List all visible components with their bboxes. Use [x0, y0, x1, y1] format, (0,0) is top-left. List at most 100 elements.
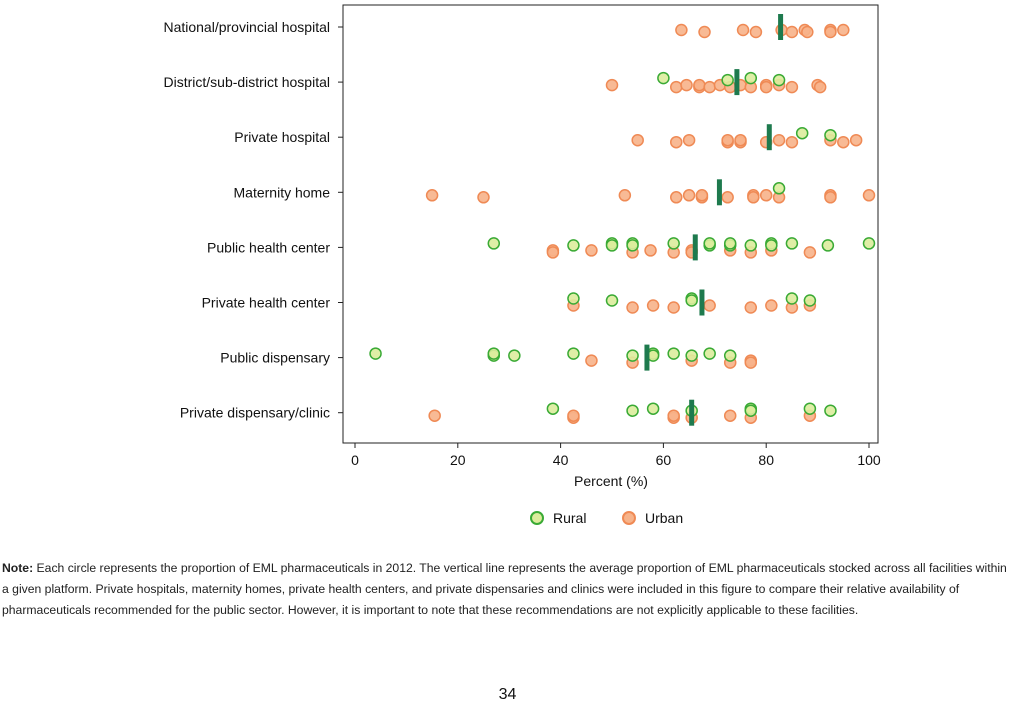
urban-point	[667, 301, 680, 314]
rural-point	[744, 404, 758, 417]
rural-point	[785, 237, 799, 250]
urban-point	[670, 135, 683, 149]
urban-point	[862, 189, 876, 202]
x-tick-label: 40	[553, 452, 569, 468]
rural-point	[626, 349, 639, 362]
rural-point	[657, 71, 670, 85]
x-tick-label: 100	[857, 452, 881, 468]
urban-point	[759, 189, 773, 202]
urban-point	[646, 299, 660, 312]
rural-point	[546, 402, 560, 415]
urban-point	[749, 25, 763, 39]
rural-point	[567, 292, 580, 305]
rural-point	[772, 182, 786, 195]
urban-point	[785, 25, 799, 39]
urban-point	[824, 25, 837, 39]
rural-point	[721, 73, 734, 87]
urban-point	[734, 133, 747, 147]
rural-point	[703, 347, 716, 360]
page-number: 34	[498, 686, 517, 703]
urban-point	[680, 78, 693, 92]
axes: National/provincial hospital District/sub…	[163, 19, 880, 468]
urban-point	[813, 80, 827, 94]
urban-point	[670, 191, 683, 204]
legend-urban-marker	[622, 511, 636, 525]
y-tick-label: Public health center	[207, 239, 330, 255]
rural-point	[685, 349, 698, 362]
rural-point	[567, 347, 580, 360]
legend-rural-label: Rural	[553, 510, 586, 526]
urban-point	[849, 133, 863, 147]
urban-point	[682, 133, 696, 147]
points-layer	[369, 23, 876, 424]
y-tick-label: National/provincial hospital	[163, 19, 330, 35]
y-tick-label: Public dispensary	[220, 350, 330, 366]
rural-point	[744, 71, 758, 85]
legend: Rural Urban	[530, 510, 683, 526]
mean-lines	[644, 14, 784, 426]
urban-point	[723, 409, 737, 422]
rural-point	[667, 237, 680, 250]
rural-point	[821, 239, 835, 252]
rural-point	[369, 347, 382, 360]
rural-point	[803, 294, 817, 307]
urban-point	[837, 23, 850, 37]
x-tick-label: 20	[450, 452, 466, 468]
plot-area	[342, 4, 879, 444]
rural-point	[824, 404, 837, 417]
rural-point	[744, 239, 758, 252]
rural-point	[487, 237, 501, 250]
rural-point	[605, 239, 619, 252]
urban-point	[698, 25, 711, 39]
x-tick-label: 0	[351, 452, 359, 468]
rural-point	[824, 128, 837, 142]
x-axis-label: Percent (%)	[574, 473, 648, 489]
rural-point	[785, 292, 799, 305]
rural-point	[487, 347, 501, 360]
y-tick-label: Private dispensary/clinic	[180, 405, 330, 421]
rural-point	[605, 294, 619, 307]
urban-point	[744, 356, 758, 369]
urban-point	[785, 80, 799, 94]
urban-point	[801, 25, 814, 39]
urban-point	[626, 301, 639, 314]
rural-point	[508, 349, 521, 362]
note-text: Each circle represents the proportion of…	[2, 561, 1007, 617]
urban-point	[567, 409, 580, 422]
urban-point	[837, 135, 850, 149]
rural-point	[567, 239, 580, 252]
y-tick-label: Private health center	[202, 295, 331, 311]
figure-note: Note: Each circle represents the proport…	[2, 558, 1010, 621]
urban-point	[785, 135, 799, 149]
urban-point	[667, 409, 680, 422]
y-tick-label: Private hospital	[234, 129, 330, 145]
legend-rural-marker	[530, 511, 544, 525]
urban-point	[721, 191, 734, 204]
rural-point	[803, 402, 817, 415]
urban-point	[670, 80, 683, 94]
urban-point	[744, 301, 758, 314]
y-tick-label: Maternity home	[234, 184, 331, 200]
urban-point	[736, 23, 750, 37]
urban-point	[605, 78, 619, 92]
rural-point	[795, 126, 809, 140]
rural-point	[685, 294, 698, 307]
rural-point	[862, 237, 876, 250]
dot-plot-chart: National/provincial hospital District/sub…	[163, 4, 881, 526]
rural-point	[703, 237, 716, 250]
urban-point	[585, 354, 598, 367]
rural-point	[667, 347, 680, 360]
urban-point	[803, 246, 817, 259]
urban-point	[703, 299, 716, 312]
y-tick-label: District/sub-district hospital	[164, 74, 331, 90]
x-tick-label: 60	[656, 452, 672, 468]
rural-point	[646, 402, 660, 415]
urban-point	[747, 191, 760, 204]
urban-point	[759, 80, 773, 94]
urban-point	[618, 189, 632, 202]
rural-point	[626, 404, 639, 417]
urban-point	[425, 189, 439, 202]
note-label: Note:	[2, 561, 34, 575]
x-tick-label: 80	[758, 452, 774, 468]
urban-point	[693, 78, 706, 92]
